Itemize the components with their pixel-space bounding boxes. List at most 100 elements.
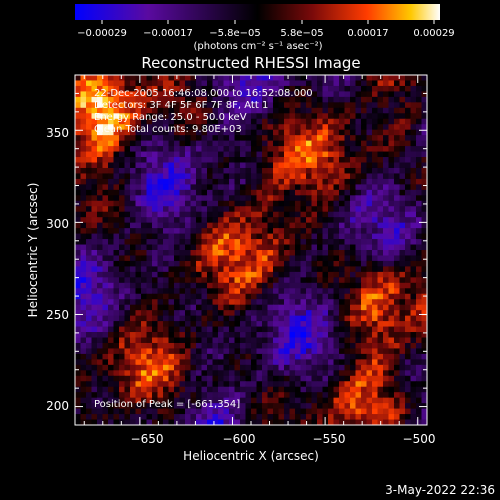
heatmap-cell	[124, 206, 131, 213]
heatmap-cell	[185, 146, 192, 153]
heatmap-cell	[262, 189, 269, 196]
heatmap-cell	[130, 392, 137, 399]
annotation-peak-position: Position of Peak = [-661,354]	[94, 399, 240, 410]
heatmap-cell	[152, 250, 159, 257]
heatmap-cell	[295, 206, 302, 213]
heatmap-cell	[179, 337, 186, 344]
heatmap-cell	[97, 107, 104, 114]
heatmap-cell	[229, 403, 236, 410]
heatmap-cell	[311, 146, 318, 153]
heatmap-cell	[383, 277, 390, 284]
heatmap-cell	[245, 200, 252, 207]
heatmap-cell	[223, 271, 230, 278]
heatmap-cell	[190, 342, 197, 350]
heatmap-cell	[135, 80, 142, 87]
heatmap-cell	[383, 184, 390, 191]
heatmap-cell	[179, 271, 186, 278]
heatmap-cell	[86, 266, 93, 273]
heatmap-cell	[267, 189, 274, 196]
heatmap-cell	[311, 299, 318, 306]
heatmap-cell	[394, 129, 401, 136]
heatmap-cell	[295, 375, 302, 382]
heatmap-cell	[278, 326, 285, 333]
heatmap-cell	[295, 118, 302, 125]
heatmap-cell	[240, 414, 247, 421]
heatmap-cell	[157, 96, 164, 103]
heatmap-cell	[273, 162, 280, 169]
heatmap-cell	[284, 277, 291, 284]
heatmap-cell	[262, 414, 269, 421]
heatmap-cell	[251, 233, 258, 240]
heatmap-cell	[311, 96, 318, 103]
heatmap-cell	[152, 277, 159, 284]
heatmap-cell	[190, 244, 197, 251]
heatmap-cell	[229, 260, 236, 268]
heatmap-cell	[234, 370, 241, 377]
heatmap-cell	[141, 381, 148, 388]
heatmap-cell	[421, 255, 427, 262]
heatmap-cell	[344, 255, 351, 262]
heatmap-cell	[190, 337, 197, 344]
heatmap-cell	[157, 200, 164, 207]
heatmap-cell	[361, 342, 368, 350]
heatmap-cell	[75, 386, 82, 393]
heatmap-cell	[174, 162, 181, 169]
heatmap-cell	[350, 326, 357, 333]
heatmap-cell	[317, 222, 324, 229]
heatmap-cell	[410, 359, 417, 366]
heatmap-cell	[262, 288, 269, 295]
heatmap-cell	[97, 118, 104, 125]
heatmap-cell	[86, 96, 93, 103]
heatmap-cell	[179, 326, 186, 333]
heatmap-cell	[350, 386, 357, 393]
heatmap-cell	[350, 96, 357, 103]
heatmap-cell	[245, 277, 252, 284]
heatmap-cell	[262, 135, 269, 142]
heatmap-cell	[157, 337, 164, 344]
heatmap-cell	[80, 102, 87, 109]
heatmap-cell	[240, 124, 247, 131]
heatmap-cell	[196, 85, 203, 93]
heatmap-cell	[399, 228, 406, 235]
heatmap-cell	[80, 162, 87, 169]
heatmap-cell	[311, 129, 318, 136]
heatmap-cell	[251, 403, 258, 410]
heatmap-cell	[163, 228, 170, 235]
heatmap-cell	[108, 271, 115, 278]
heatmap-cell	[383, 107, 390, 114]
heatmap-cell	[146, 342, 153, 350]
heatmap-cell	[185, 414, 192, 421]
heatmap-cell	[251, 75, 258, 82]
heatmap-cell	[135, 392, 142, 399]
heatmap-cell	[394, 337, 401, 344]
heatmap-cell	[113, 321, 120, 328]
heatmap-cell	[174, 217, 181, 224]
heatmap-cell	[344, 178, 351, 185]
heatmap-cell	[102, 217, 109, 224]
heatmap-cell	[218, 75, 225, 82]
heatmap-cell	[212, 135, 219, 142]
heatmap-cell	[306, 206, 313, 213]
heatmap-cell	[388, 222, 395, 229]
heatmap-cell	[394, 326, 401, 333]
heatmap-cell	[207, 129, 214, 136]
heatmap-cell	[234, 397, 241, 404]
heatmap-cell	[179, 162, 186, 169]
heatmap-cell	[185, 271, 192, 278]
heatmap-cell	[152, 217, 159, 224]
colorbar-tick-label: −0.00017	[143, 28, 193, 39]
heatmap-cell	[174, 277, 181, 284]
heatmap-cell	[108, 386, 115, 393]
heatmap-cell	[152, 206, 159, 213]
heatmap-cell	[366, 178, 373, 185]
heatmap-cell	[295, 85, 302, 93]
heatmap-cell	[163, 250, 170, 257]
heatmap-cell	[212, 162, 219, 169]
heatmap-cell	[339, 277, 346, 284]
heatmap-cell	[383, 162, 390, 169]
heatmap-cell	[163, 167, 170, 175]
heatmap-cell	[124, 277, 131, 284]
heatmap-cell	[355, 386, 362, 393]
heatmap-cell	[119, 91, 126, 98]
heatmap-cell	[350, 146, 357, 153]
